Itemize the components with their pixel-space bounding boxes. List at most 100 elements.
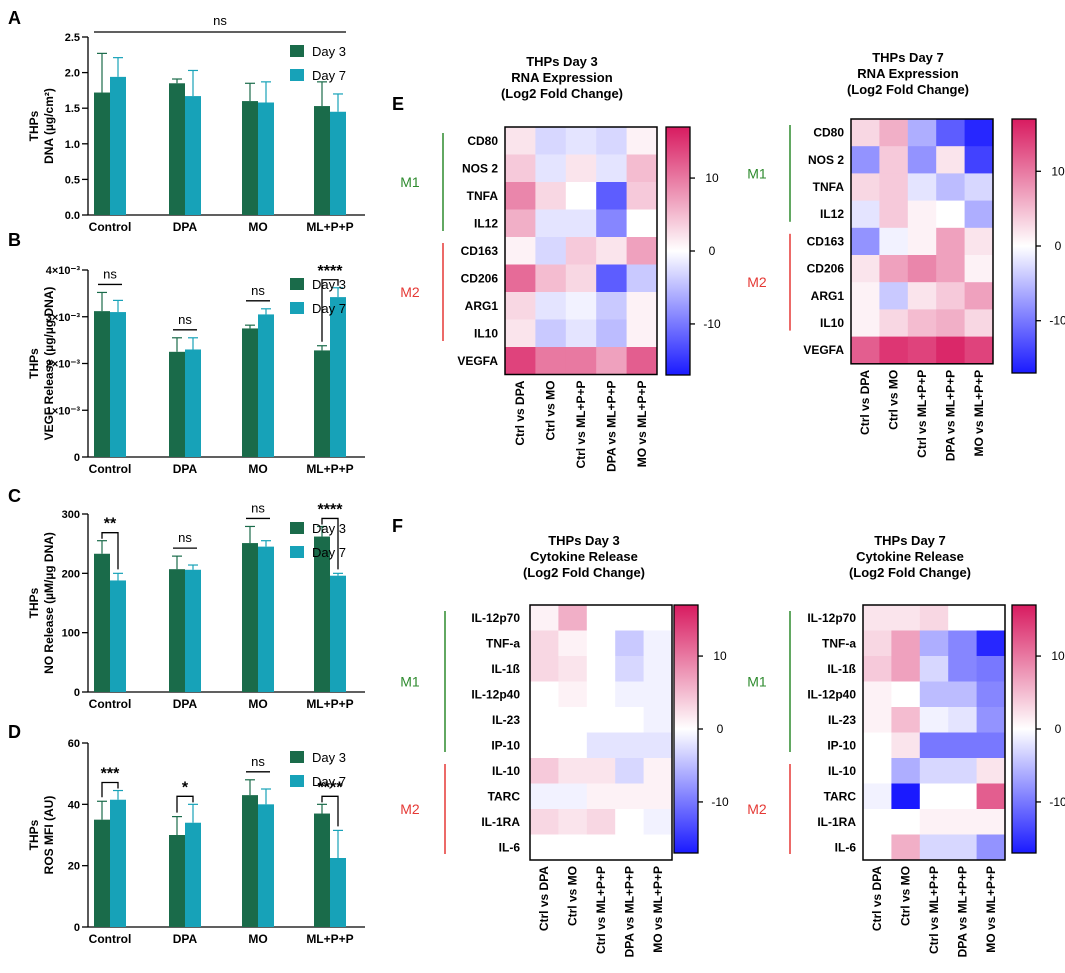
- heatmap-cell: [530, 783, 559, 810]
- y-tick-label: 0.5: [65, 174, 80, 186]
- row-label: CD80: [813, 126, 844, 140]
- x-tick-label: MO: [248, 220, 267, 234]
- legend-swatch-day7: [290, 775, 304, 787]
- significance-label: ****: [318, 501, 344, 518]
- significance-label: ns: [178, 312, 192, 327]
- bar-chart-b: 0 1×10⁻³ 2×10⁻³ 3×10⁻³ 4×10⁻³ THPs VEGF Releas…: [27, 263, 365, 476]
- row-label: IL-23: [828, 713, 856, 727]
- heatmap-cell: [948, 681, 978, 708]
- colorbar-tick-label: -10: [1049, 795, 1065, 809]
- bar: [242, 795, 258, 927]
- colorbar-tick-label: 10: [705, 171, 719, 185]
- bar: [242, 543, 258, 692]
- heatmap-cell: [558, 732, 588, 759]
- legend-swatch-day3: [290, 522, 304, 534]
- panel-label-b: B: [8, 230, 21, 250]
- y-tick-label: 200: [62, 568, 80, 580]
- heatmap-cell: [964, 309, 994, 338]
- heatmap-cell: [596, 127, 628, 155]
- heatmap-cell: [919, 605, 949, 631]
- bar: [94, 819, 110, 927]
- legend-label-day3: Day 3: [312, 44, 346, 59]
- row-label: IL-12p40: [471, 687, 520, 701]
- heatmap-title: Cytokine Release: [856, 549, 964, 564]
- heatmap-cell: [907, 227, 937, 256]
- bar: [110, 799, 126, 927]
- heatmap-cell: [558, 630, 588, 657]
- heatmap-cell: [936, 282, 966, 310]
- heatmap-cell: [586, 681, 616, 708]
- row-label: IL-10: [492, 764, 520, 778]
- heatmap-cell: [586, 758, 616, 784]
- bar: [242, 328, 258, 457]
- bar: [258, 314, 274, 457]
- x-tick-label: ML+P+P: [306, 220, 353, 234]
- row-label: IL-23: [492, 713, 520, 727]
- y-tick-label: 0.0: [65, 210, 80, 222]
- heatmap-cell: [919, 630, 949, 657]
- heatmap-cell: [626, 319, 658, 348]
- y-tick-label: 2×10⁻³: [46, 359, 81, 371]
- bar: [185, 349, 201, 457]
- heatmap-frame: [862, 604, 1006, 861]
- row-label: IL10: [820, 316, 844, 330]
- heatmap-cell: [907, 200, 937, 229]
- heatmap-cell: [530, 605, 559, 631]
- significance-label: ****: [318, 779, 344, 796]
- significance-bracket: [321, 795, 339, 827]
- heatmap-cell: [558, 656, 588, 682]
- heatmap-cell: [626, 264, 658, 293]
- heatmap-cell: [626, 237, 658, 265]
- heatmap-title: (Log2 Fold Change): [523, 565, 645, 580]
- heatmap-cell: [976, 783, 1006, 810]
- heatmap-cell: [530, 681, 559, 708]
- heatmap-cell: [851, 336, 880, 365]
- colorbar-tick-label: 0: [717, 722, 724, 736]
- y-axis-title: THPs: [27, 819, 41, 850]
- row-label: TNF-a: [822, 636, 856, 650]
- legend-swatch-day3: [290, 751, 304, 763]
- heatmap-cell: [919, 732, 949, 759]
- heatmap-title: (Log2 Fold Change): [847, 82, 969, 97]
- y-tick-label: 1.0: [65, 139, 80, 151]
- group-label: M1: [400, 174, 420, 190]
- x-tick-label: DPA: [173, 462, 198, 476]
- colorbar-tick-label: 10: [713, 649, 727, 663]
- x-tick-label: ML+P+P: [306, 697, 353, 711]
- heatmap-cell: [919, 783, 949, 810]
- y-tick-label: 60: [68, 738, 80, 750]
- heatmap-cell: [976, 605, 1006, 631]
- panel-label-e: E: [392, 94, 404, 114]
- bar: [110, 312, 126, 457]
- col-label: MO vs ML+P+P: [651, 866, 665, 953]
- heatmap-cell: [879, 200, 909, 229]
- heatmap-cell: [643, 783, 673, 810]
- heatmap-cell: [851, 200, 880, 229]
- row-label: NOS 2: [462, 161, 498, 175]
- heatmap-cell: [919, 681, 949, 708]
- x-tick-label: Control: [89, 932, 132, 946]
- heatmap-cell: [626, 292, 658, 320]
- col-label: Ctrl vs MO: [566, 866, 580, 926]
- y-tick-label: 100: [62, 628, 80, 640]
- heatmap-cell: [891, 681, 921, 708]
- bar: [110, 76, 126, 215]
- panel-e: E: [392, 94, 404, 114]
- heatmap-cell: [851, 146, 880, 174]
- row-label: IL-6: [499, 840, 521, 854]
- col-label: Ctrl vs ML+P+P: [927, 866, 941, 954]
- row-label: IL-12p70: [471, 611, 520, 625]
- colorbar-tick-label: 10: [1051, 649, 1065, 663]
- col-label: DPA vs ML+P+P: [604, 381, 618, 472]
- heatmap-cell: [863, 656, 892, 682]
- heatmap-cell: [615, 605, 645, 631]
- panel-label-f: F: [392, 516, 403, 536]
- heatmap-cell: [964, 227, 994, 256]
- y-axis-label: ROS MFI (AU): [42, 796, 56, 875]
- col-label: Ctrl vs MO: [887, 370, 901, 430]
- heatmap-cell: [505, 292, 536, 320]
- heatmap-cell: [586, 656, 616, 682]
- bar-chart-a: 0.0 0.5 1.0 1.5 2.0 2.5 THPs DNA (µg/cm²) Contro…: [27, 13, 365, 234]
- heatmap-cell: [863, 630, 892, 657]
- heatmap-title: THPs Day 3: [548, 533, 620, 548]
